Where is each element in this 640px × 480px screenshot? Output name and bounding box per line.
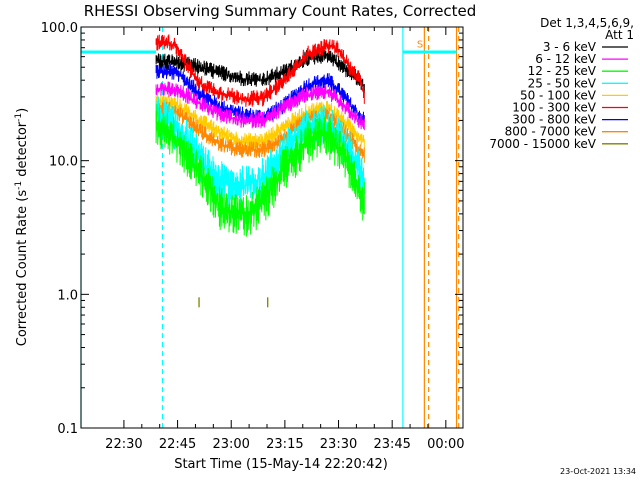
y-tick-label: 10.0: [49, 155, 78, 170]
saa-flag-label: S: [417, 40, 423, 51]
y-axis-label-main: Corrected Count Rate (s: [15, 190, 30, 347]
plot-area: S: [80, 27, 460, 428]
legend-label: 300 - 800 keV: [512, 113, 596, 127]
chart-title: RHESSI Observing Summary Count Rates, Co…: [84, 2, 477, 20]
series-12-to-25keV-line: [155, 104, 365, 237]
x-tick-label: 23:30: [320, 437, 357, 452]
x-tick-label: 22:30: [105, 437, 142, 452]
y-axis-label-end: ): [15, 108, 30, 113]
y-axis-label: Corrected Count Rate (s-1 detector-1): [14, 108, 30, 346]
legend-label: 100 - 300 keV: [512, 101, 596, 115]
timestamp: 23-Oct-2021 13:34: [560, 467, 636, 476]
legend-label: 12 - 25 keV: [528, 64, 597, 78]
legend-header-line-2: Att 1: [605, 28, 634, 42]
series-trace: [155, 93, 365, 149]
legend-label: 800 - 7000 keV: [505, 125, 597, 139]
x-tick-label: 22:45: [159, 437, 196, 452]
axes: 0.1 1.0 10.0 100.0 22:30 22:45 23:00 23:15 23:30…: [41, 21, 465, 452]
x-tick-label: 23:00: [212, 437, 249, 452]
series-trace: [155, 104, 365, 237]
legend-header-line-1: Det 1,3,4,5,6,9,: [540, 16, 634, 30]
y-axis-label-sup-2: -1: [14, 113, 24, 122]
series-trace: [155, 81, 365, 131]
y-axis-label-tail: detector: [15, 121, 30, 181]
series-100-to-300keV-line: [155, 34, 365, 107]
plot-frame: [80, 26, 464, 429]
y-tick-label: 100.0: [41, 21, 78, 36]
series-6-to-12keV-line: [155, 81, 365, 131]
series-trace: [155, 34, 365, 107]
legend-label: 50 - 100 keV: [520, 88, 597, 102]
y-tick-label: 0.1: [57, 422, 78, 437]
x-tick-label: 00:00: [427, 437, 464, 452]
y-axis-label-sup-1: -1: [14, 181, 24, 190]
series-50-to-100keV-line: [155, 93, 365, 149]
x-axis-label: Start Time (15-May-14 22:20:42): [174, 457, 388, 472]
y-tick-label: 1.0: [57, 288, 78, 303]
x-tick-label: 23:15: [266, 437, 303, 452]
legend-label: 7000 - 15000 keV: [489, 137, 596, 151]
x-tick-label: 23:45: [373, 437, 410, 452]
legend-label: 25 - 50 keV: [528, 76, 597, 90]
legend-label: 3 - 6 keV: [543, 40, 597, 54]
svg-text:Corrected Count Rate (s-1 dete: Corrected Count Rate (s-1 detector-1): [14, 108, 30, 346]
legend-label: 6 - 12 keV: [535, 52, 597, 66]
